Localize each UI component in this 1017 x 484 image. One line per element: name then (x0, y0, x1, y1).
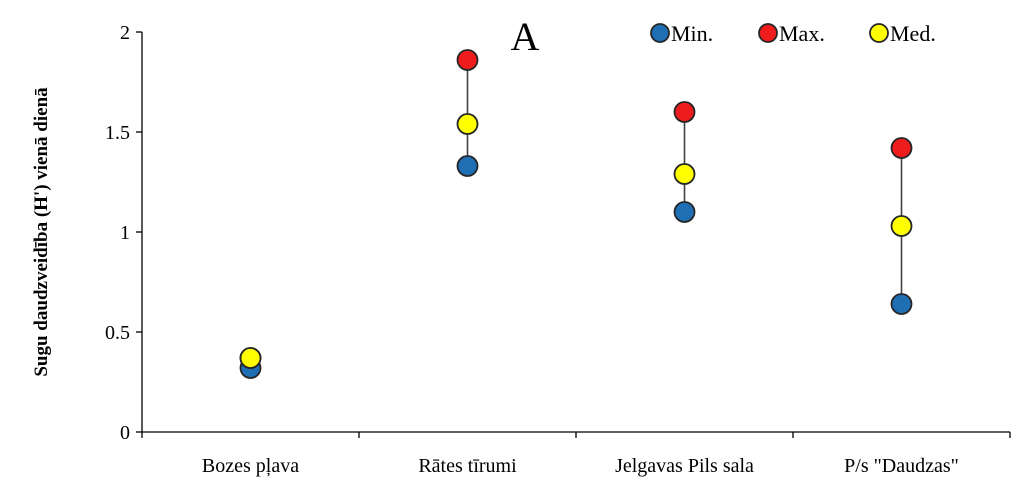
y-tick-label: 1 (120, 222, 130, 244)
legend-marker-min (650, 23, 670, 43)
legend-marker-max (758, 23, 778, 43)
y-tick-label: 0 (120, 422, 130, 444)
data-points (239, 49, 913, 379)
point-max (673, 101, 696, 123)
point-med (239, 347, 262, 369)
point-med (456, 113, 479, 135)
axes (141, 32, 1010, 433)
y-tick-label: 1.5 (105, 122, 130, 144)
range-lines (249, 60, 903, 368)
point-min (890, 293, 913, 315)
category-label: Jelgavas Pils sala (615, 455, 754, 477)
point-min (456, 155, 479, 177)
legend-label-med: Med. (890, 21, 936, 46)
y-tick-label: 2 (120, 22, 130, 44)
category-label: P/s "Daudzas" (844, 455, 959, 477)
y-tick-label: 0.5 (105, 322, 130, 344)
y-ticks: 0 0.5 1 1.5 2 (105, 22, 142, 444)
y-axis-label: Sugu daudzveidība (H') vienā dienā (31, 87, 52, 377)
point-med (673, 163, 696, 185)
point-max (890, 137, 913, 159)
x-ticks: Bozes pļava Rātes tīrumi Jelgavas Pils sal… (141, 432, 1011, 477)
category-label: Bozes pļava (202, 455, 299, 477)
legend-label-min: Min. (671, 21, 713, 46)
panel-label: A (511, 14, 540, 59)
legend: Min. Max. Med. (650, 21, 936, 46)
point-min (673, 201, 696, 223)
legend-marker-med (869, 23, 889, 43)
point-med (890, 215, 913, 237)
point-max (456, 49, 479, 71)
category-label: Rātes tīrumi (418, 455, 517, 477)
legend-label-max: Max. (779, 21, 825, 46)
